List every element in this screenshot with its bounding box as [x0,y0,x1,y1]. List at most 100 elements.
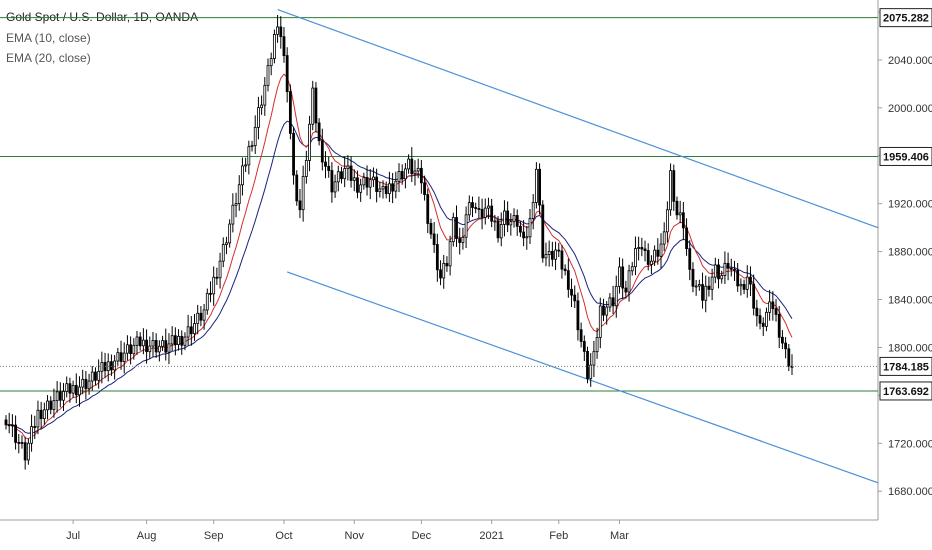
candle-body [17,441,21,444]
candle-body [416,167,420,172]
candle-body [432,233,436,245]
candle-body [30,426,33,444]
candle-body [729,267,733,270]
candle-body [522,231,526,239]
candle-body [74,384,78,396]
candle-body [560,250,564,270]
candle-body [215,276,219,279]
candle-body [675,200,679,216]
candle-body [509,221,513,226]
candle-body [81,378,85,388]
candle-body [697,284,701,287]
candle-body [669,170,672,211]
candle-body [435,244,439,271]
y-tick-label: 1680.000 [888,486,932,498]
candle-body [285,55,289,93]
candle-body [528,218,532,238]
candle-body [317,122,321,142]
candle-body [384,185,388,195]
candle-body [761,322,765,327]
candle-body [349,165,353,181]
x-tick-label: Sep [204,530,224,542]
candle-body [257,107,260,128]
candle-body [531,202,535,219]
candle-body [691,268,695,287]
candle-body [563,268,567,272]
candle-body [534,168,538,203]
candle-body [336,171,340,183]
candle-body [209,292,212,295]
candle-body [768,301,772,313]
x-tick-label: Mar [610,530,629,542]
candle-body [576,300,580,331]
candle-body [225,242,228,245]
candle-body [234,203,238,206]
candle-body [736,269,740,287]
x-tick-label: Aug [137,530,157,542]
candle-body [298,200,302,211]
candle-body [94,371,97,381]
candle-body [173,335,177,345]
y-tick-label: 1800.000 [888,342,932,354]
candle-body [397,171,401,182]
candle-body [426,194,430,224]
channel-lower-line [286,271,879,484]
candle-body [461,236,465,243]
candle-body [758,315,762,324]
candle-body [167,343,171,353]
candle-body [241,165,244,186]
candle-body [490,205,494,222]
candle-body [381,185,385,190]
candle-body [595,337,599,353]
candle-body [733,268,736,271]
candle-body [90,371,94,382]
legend-ema20: EMA (20, close) [6,51,91,65]
candle-body [605,306,609,316]
candle-body [4,419,8,426]
candle-body [637,247,641,249]
level-label-box [879,8,932,28]
candle-body [247,146,251,166]
candle-body [707,285,711,290]
candle-body [71,384,75,394]
candle-body [726,262,730,269]
candle-body [541,204,545,259]
candle-body [113,360,117,371]
candle-body [662,231,666,245]
candle-body [618,266,621,287]
candle-body [145,339,148,353]
candle-body [681,212,685,229]
candle-body [253,126,257,146]
candle-body [68,383,72,394]
candle-body [205,292,209,311]
candle-body [474,207,478,209]
candle-body [611,297,615,307]
level-label-box [879,146,932,166]
candle-body [704,285,708,301]
candle-body [745,276,749,290]
candle-body [33,426,37,428]
candle-body [141,339,145,347]
candle-body [46,400,49,411]
candle-body [598,305,602,338]
candle-body [52,400,56,410]
candle-body [49,400,53,410]
candle-body [720,275,724,280]
candle-body [557,249,561,252]
candle-body [394,180,398,192]
candle-body [621,266,625,289]
candle-body [58,391,62,401]
candle-body [14,424,17,443]
candle-body [471,202,474,208]
candle-body [228,223,232,244]
candle-body [554,249,557,260]
candle-body [39,409,43,420]
candle-body [199,312,203,321]
candle-body [65,383,69,392]
candle-body [212,276,216,295]
candle-body [442,262,446,279]
candle-body [547,250,551,256]
last-price-box [879,356,932,376]
candle-body [327,165,331,171]
